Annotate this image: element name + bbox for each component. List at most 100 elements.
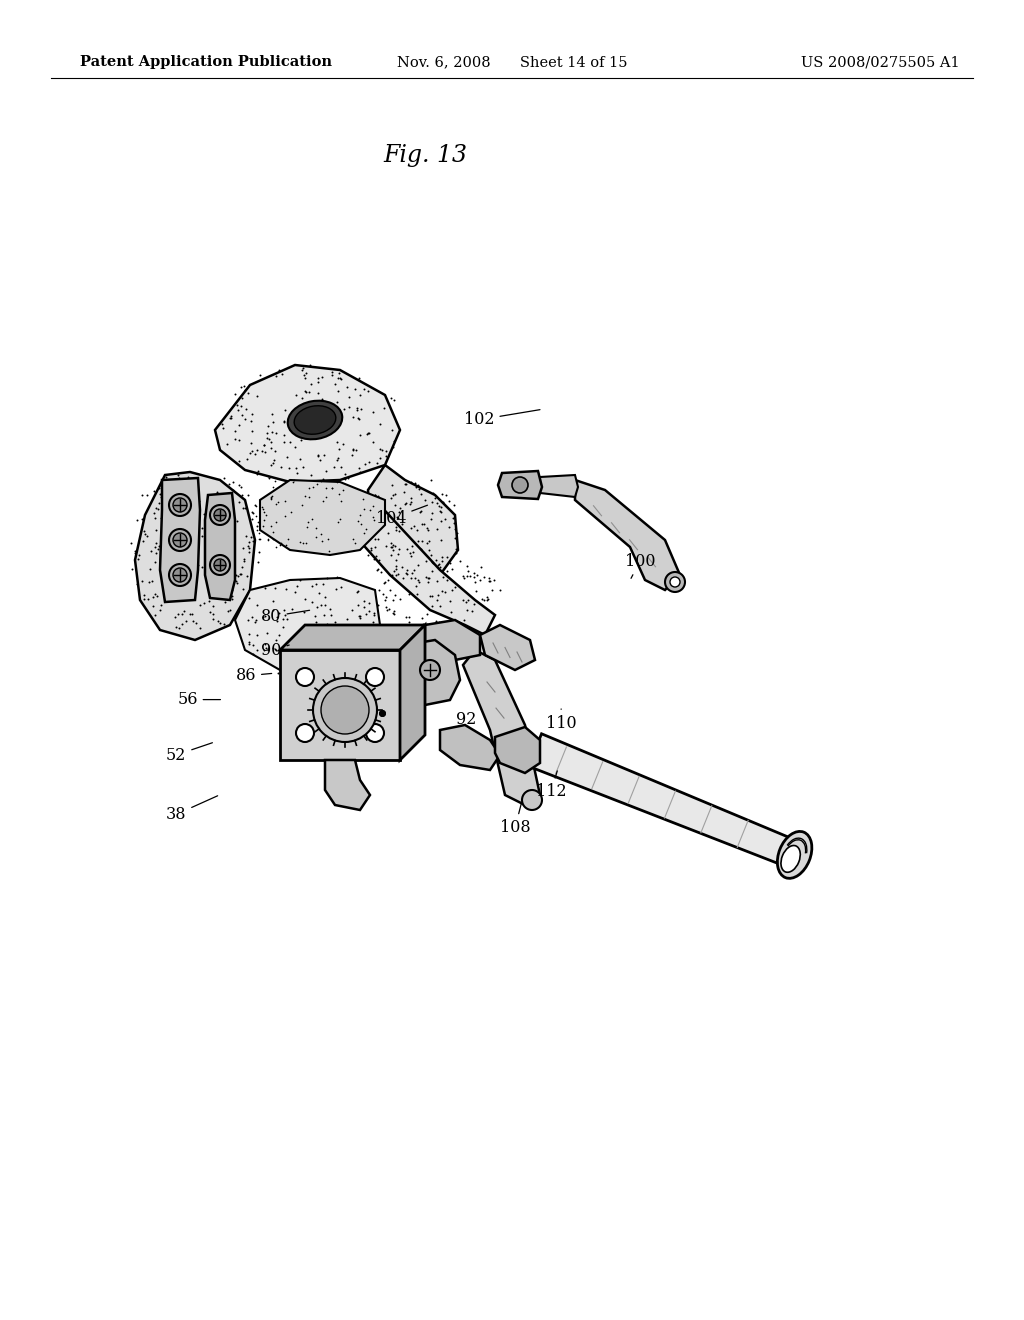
Point <box>388 516 404 537</box>
Point <box>359 525 376 546</box>
Point <box>384 420 400 441</box>
Point <box>474 589 490 610</box>
Point <box>472 569 488 590</box>
Point <box>347 379 364 400</box>
Point <box>400 611 417 632</box>
Point <box>247 587 263 609</box>
Point <box>226 420 243 441</box>
Point <box>374 440 390 461</box>
Point <box>428 570 444 591</box>
Point <box>275 424 292 445</box>
Point <box>308 474 325 495</box>
Point <box>189 521 206 543</box>
Point <box>449 523 465 544</box>
Point <box>383 532 399 553</box>
Point <box>219 499 236 520</box>
Point <box>174 539 190 560</box>
Point <box>176 484 193 506</box>
Point <box>272 642 289 663</box>
Ellipse shape <box>781 846 801 873</box>
Point <box>267 471 284 492</box>
Point <box>308 656 325 677</box>
Point <box>429 492 445 513</box>
Point <box>385 590 401 611</box>
Point <box>304 508 321 529</box>
Point <box>282 432 298 453</box>
Point <box>286 470 302 491</box>
Point <box>423 508 439 529</box>
Point <box>145 502 162 523</box>
Ellipse shape <box>288 401 342 440</box>
Point <box>393 557 410 578</box>
Circle shape <box>214 558 226 572</box>
Point <box>330 380 346 401</box>
Point <box>265 477 282 498</box>
Point <box>433 496 450 517</box>
Point <box>311 414 328 436</box>
Point <box>318 568 335 589</box>
Point <box>350 408 367 429</box>
Point <box>236 550 252 572</box>
Point <box>297 380 313 401</box>
Point <box>331 363 347 384</box>
Point <box>301 618 317 639</box>
Point <box>175 515 191 536</box>
Point <box>433 581 450 602</box>
Point <box>455 590 471 611</box>
Point <box>264 403 281 424</box>
Point <box>335 479 351 500</box>
Point <box>297 589 313 610</box>
Point <box>124 558 140 579</box>
Point <box>240 383 256 404</box>
Point <box>174 605 190 626</box>
Polygon shape <box>215 366 400 482</box>
Point <box>329 566 345 587</box>
Point <box>355 590 372 611</box>
Point <box>302 355 318 376</box>
Point <box>256 510 272 531</box>
Point <box>390 539 407 560</box>
Point <box>216 467 232 488</box>
Point <box>292 570 308 591</box>
Point <box>304 576 321 597</box>
Point <box>350 648 367 669</box>
Polygon shape <box>498 471 542 499</box>
Point <box>360 422 377 444</box>
Point <box>245 635 261 656</box>
Point <box>130 549 146 570</box>
Point <box>355 379 372 400</box>
Point <box>260 466 276 487</box>
Point <box>241 624 257 645</box>
Point <box>447 528 464 549</box>
Point <box>372 413 388 434</box>
Point <box>256 577 272 598</box>
Point <box>481 570 498 591</box>
Point <box>205 513 221 535</box>
Point <box>459 556 475 577</box>
Point <box>226 519 243 540</box>
Point <box>205 553 221 574</box>
Point <box>167 606 183 627</box>
Point <box>455 565 471 586</box>
Point <box>436 581 453 602</box>
Point <box>330 447 346 469</box>
Point <box>332 508 348 529</box>
Point <box>329 432 345 453</box>
Point <box>147 583 164 605</box>
Point <box>184 611 201 632</box>
Point <box>163 519 179 540</box>
Text: 112: 112 <box>536 771 566 800</box>
Point <box>210 535 226 556</box>
Point <box>263 515 280 536</box>
Point <box>220 517 237 539</box>
Point <box>242 587 258 609</box>
Point <box>430 585 446 606</box>
Point <box>230 475 247 496</box>
Point <box>278 399 294 420</box>
Point <box>199 546 215 568</box>
Point <box>309 445 326 466</box>
Point <box>391 496 408 517</box>
Point <box>294 388 310 409</box>
Point <box>223 579 240 601</box>
Point <box>137 524 154 545</box>
